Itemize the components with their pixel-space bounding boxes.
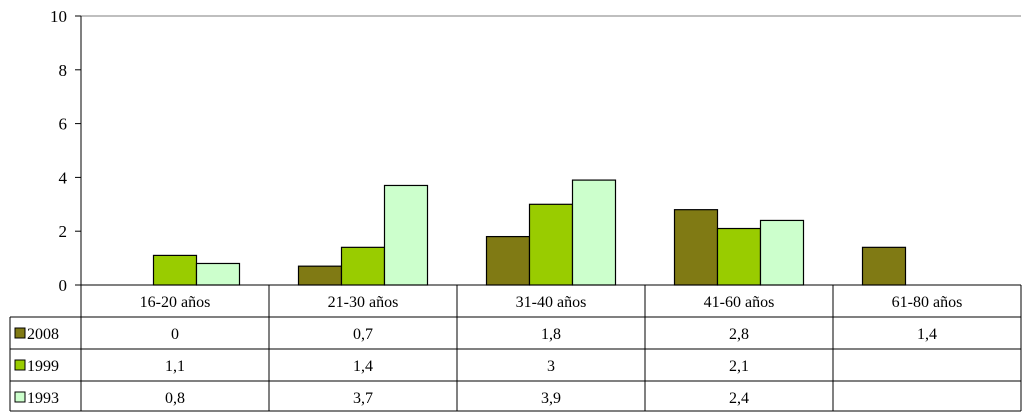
y-tick-label: 10 — [50, 7, 67, 26]
bar-1993-1 — [383, 184, 429, 286]
y-tick-label: 2 — [59, 222, 68, 241]
table-cell-1993-1: 3,7 — [353, 390, 373, 407]
bar-2008-1 — [297, 265, 343, 286]
bar-2008-4 — [861, 246, 907, 286]
table-cell-1993-3: 2,4 — [729, 390, 749, 407]
data-table: 16-20 años 21-30 años 31-40 años 41-60 años… — [9, 284, 1022, 412]
legend-label-2008: 2008 — [27, 326, 59, 343]
y-ticks-layer: 0 2 4 6 8 10 — [50, 7, 81, 295]
category-label: 21-30 años — [328, 294, 399, 311]
table-cell-1999-2: 3 — [547, 358, 555, 375]
table-cell-2008-1: 0,7 — [353, 326, 373, 343]
bar-1999-3 — [716, 227, 762, 286]
table-cell-2008-0: 0 — [171, 326, 179, 343]
y-tick-label: 0 — [59, 276, 68, 295]
bar-2008-3 — [673, 209, 719, 286]
legend-swatch-1999 — [14, 359, 26, 371]
legend-label-1993: 1993 — [27, 390, 59, 407]
bar-1999-1 — [340, 246, 386, 286]
table-cell-1999-3: 2,1 — [729, 358, 749, 375]
bar-1999-2 — [528, 203, 574, 286]
bar-1993-3 — [759, 219, 805, 286]
table-cell-1999-1: 1,4 — [353, 358, 373, 375]
legend-swatch-1993 — [14, 391, 26, 403]
y-tick-label: 4 — [59, 168, 68, 187]
bar-1993-2 — [571, 179, 617, 286]
y-tick-label: 8 — [59, 61, 68, 80]
table-cell-2008-4: 1,4 — [917, 326, 937, 343]
bars-layer — [152, 179, 907, 286]
legend-label-1999: 1999 — [27, 358, 59, 375]
legend-swatch-2008 — [14, 327, 26, 339]
axes-layer — [80, 15, 1021, 285]
table-cell-2008-3: 2,8 — [729, 326, 749, 343]
y-tick-label: 6 — [59, 115, 68, 134]
category-label: 41-60 años — [704, 294, 775, 311]
table-cell-1993-2: 3,9 — [541, 390, 561, 407]
category-label: 31-40 años — [516, 294, 587, 311]
bar-1999-0 — [152, 254, 198, 286]
bar-2008-2 — [485, 235, 531, 286]
bar-1993-0 — [195, 262, 241, 286]
category-label: 61-80 años — [892, 294, 963, 311]
table-cell-2008-2: 1,8 — [541, 326, 561, 343]
table-cell-1999-0: 1,1 — [165, 358, 185, 375]
table-cell-1993-0: 0,8 — [165, 390, 185, 407]
category-label: 16-20 años — [140, 294, 211, 311]
